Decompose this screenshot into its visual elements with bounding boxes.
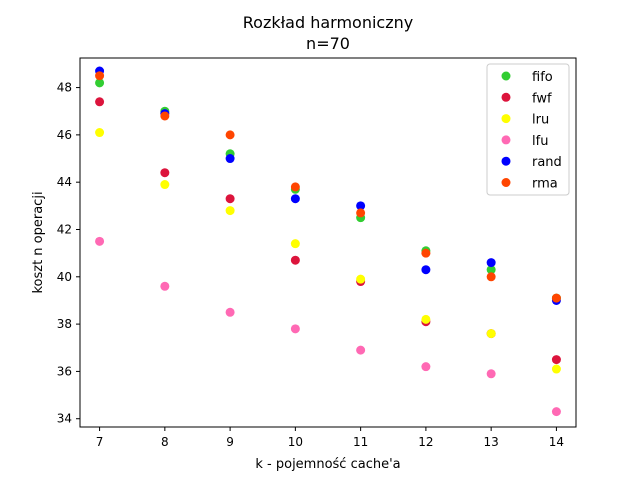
point-fwf <box>95 97 105 107</box>
y-tick-label: 36 <box>57 364 72 378</box>
axis-ticks: 7 8 9 10 11 12 13 14 34 36 38 40 42 44 46 48 <box>57 81 564 449</box>
y-axis-label: koszt n operacji <box>31 191 46 293</box>
point-lfu <box>486 369 496 379</box>
legend: fifo fwf lru lfu rand rma <box>486 63 570 196</box>
point-rma <box>160 111 170 121</box>
legend-marker-lfu <box>501 135 511 145</box>
y-tick-label: 40 <box>57 270 72 284</box>
legend-label-fwf: fwf <box>532 91 552 106</box>
legend-label-rand: rand <box>532 155 562 170</box>
legend-marker-fwf <box>501 92 511 102</box>
point-rand <box>225 154 235 164</box>
point-lru <box>356 274 366 284</box>
point-fwf <box>290 255 300 265</box>
point-rand <box>290 194 300 204</box>
point-fifo <box>486 265 496 275</box>
legend-marker-lru <box>501 114 511 124</box>
chart-title: Rozkład harmoniczny <box>243 13 413 32</box>
point-lru <box>551 364 561 374</box>
y-tick-label: 48 <box>57 81 72 95</box>
x-axis-label: k - pojemność cache'a <box>255 457 400 472</box>
point-lru <box>421 314 431 324</box>
point-lfu <box>95 236 105 246</box>
data-points <box>95 66 561 417</box>
point-rma <box>551 293 561 303</box>
point-rma <box>421 248 431 258</box>
point-lru <box>486 329 496 339</box>
point-lfu <box>421 362 431 372</box>
legend-box <box>486 63 570 196</box>
point-lru <box>95 128 105 138</box>
y-tick-label: 46 <box>57 128 72 142</box>
legend-marker-fifo <box>501 71 511 81</box>
point-rand <box>421 265 431 275</box>
x-tick-label: 13 <box>484 435 499 449</box>
legend-label-lru: lru <box>532 113 549 128</box>
point-rma <box>290 182 300 192</box>
x-tick-label: 12 <box>418 435 433 449</box>
point-rma <box>486 272 496 282</box>
y-tick-label: 38 <box>57 317 72 331</box>
y-tick-label: 44 <box>57 175 72 189</box>
x-tick-label: 9 <box>226 435 234 449</box>
legend-label-lfu: lfu <box>532 134 548 149</box>
point-fwf <box>551 355 561 365</box>
point-fwf <box>160 168 170 178</box>
legend-marker-rma <box>501 178 511 187</box>
point-rma <box>95 71 105 81</box>
point-lfu <box>160 281 170 291</box>
point-lfu <box>356 345 366 355</box>
y-tick-label: 42 <box>57 222 72 236</box>
legend-label-rma: rma <box>532 177 558 192</box>
point-lfu <box>290 324 300 334</box>
x-tick-label: 10 <box>288 435 303 449</box>
point-lru <box>225 206 235 216</box>
point-rma <box>225 130 235 140</box>
x-tick-label: 11 <box>353 435 368 449</box>
legend-marker-rand <box>501 156 511 166</box>
plot-frame <box>79 57 577 428</box>
x-tick-label: 7 <box>96 435 104 449</box>
y-tick-label: 34 <box>57 412 72 426</box>
point-lru <box>160 180 170 190</box>
x-tick-label: 14 <box>549 435 564 449</box>
point-rand <box>356 201 366 211</box>
point-lfu <box>225 307 235 317</box>
point-rand <box>486 258 496 268</box>
x-tick-label: 8 <box>161 435 169 449</box>
point-lfu <box>551 407 561 417</box>
point-lru <box>290 239 300 249</box>
point-fifo <box>95 78 105 88</box>
legend-label-fifo: fifo <box>532 70 553 85</box>
point-fwf <box>225 194 235 204</box>
chart-subtitle: n=70 <box>306 34 350 53</box>
point-rma <box>356 208 366 218</box>
